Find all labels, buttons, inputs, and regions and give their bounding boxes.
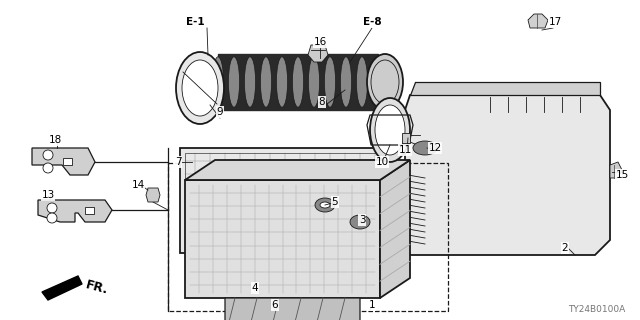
Ellipse shape <box>47 213 57 223</box>
Ellipse shape <box>43 163 53 173</box>
Ellipse shape <box>350 215 370 229</box>
Text: FR.: FR. <box>84 279 109 297</box>
Text: 7: 7 <box>175 157 181 167</box>
Text: 1: 1 <box>369 300 375 310</box>
Polygon shape <box>185 180 380 298</box>
Ellipse shape <box>370 98 410 162</box>
Text: 8: 8 <box>319 97 325 107</box>
Polygon shape <box>38 200 112 222</box>
Polygon shape <box>180 148 390 253</box>
Text: 11: 11 <box>398 145 412 155</box>
Text: E-8: E-8 <box>363 17 381 27</box>
Polygon shape <box>185 160 410 180</box>
Polygon shape <box>402 133 410 143</box>
Polygon shape <box>195 253 215 263</box>
Text: 13: 13 <box>42 190 54 200</box>
Text: 9: 9 <box>217 107 223 117</box>
Ellipse shape <box>276 57 287 107</box>
Ellipse shape <box>260 57 271 107</box>
Polygon shape <box>146 188 160 202</box>
Text: 3: 3 <box>358 215 365 225</box>
Polygon shape <box>42 276 82 300</box>
Ellipse shape <box>212 57 223 107</box>
Polygon shape <box>410 82 600 95</box>
Ellipse shape <box>372 57 383 107</box>
Polygon shape <box>405 95 610 255</box>
Polygon shape <box>225 298 360 320</box>
Text: 17: 17 <box>548 17 562 27</box>
Ellipse shape <box>413 141 437 155</box>
Text: 5: 5 <box>332 197 339 207</box>
Polygon shape <box>85 207 94 214</box>
Polygon shape <box>380 160 410 298</box>
Ellipse shape <box>320 202 330 208</box>
Ellipse shape <box>356 57 367 107</box>
Ellipse shape <box>315 198 335 212</box>
Ellipse shape <box>324 57 335 107</box>
Text: 15: 15 <box>616 170 628 180</box>
Polygon shape <box>63 158 72 165</box>
Text: TY24B0100A: TY24B0100A <box>568 305 625 314</box>
Polygon shape <box>32 148 95 175</box>
Text: 16: 16 <box>314 37 326 47</box>
Ellipse shape <box>43 150 53 160</box>
Polygon shape <box>308 45 328 62</box>
Text: 12: 12 <box>428 143 442 153</box>
Text: 18: 18 <box>49 135 61 145</box>
Polygon shape <box>610 162 622 178</box>
Ellipse shape <box>176 52 224 124</box>
Text: 6: 6 <box>272 300 278 310</box>
Ellipse shape <box>228 57 239 107</box>
Polygon shape <box>355 253 375 263</box>
Text: E-1: E-1 <box>186 17 204 27</box>
Text: 4: 4 <box>252 283 259 293</box>
Ellipse shape <box>244 57 255 107</box>
Ellipse shape <box>367 54 403 110</box>
Ellipse shape <box>375 105 405 155</box>
Text: 2: 2 <box>562 243 568 253</box>
Text: 10: 10 <box>376 157 388 167</box>
Text: 14: 14 <box>131 180 145 190</box>
Ellipse shape <box>292 57 303 107</box>
Ellipse shape <box>340 57 351 107</box>
Ellipse shape <box>47 203 57 213</box>
Polygon shape <box>528 14 548 28</box>
Ellipse shape <box>182 60 218 116</box>
Ellipse shape <box>308 57 319 107</box>
